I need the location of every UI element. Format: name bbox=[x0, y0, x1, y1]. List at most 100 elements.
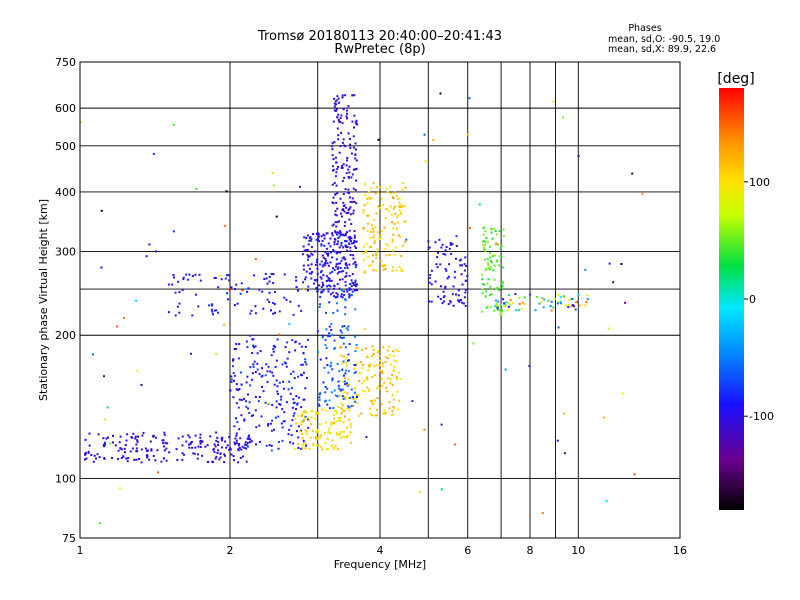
data-point bbox=[327, 242, 330, 245]
data-point bbox=[199, 446, 202, 448]
data-point bbox=[499, 313, 502, 316]
data-point bbox=[341, 122, 344, 125]
data-point bbox=[347, 353, 350, 356]
data-point bbox=[369, 245, 372, 248]
data-point bbox=[310, 263, 313, 266]
data-point bbox=[391, 384, 394, 387]
data-point bbox=[269, 422, 272, 425]
data-point bbox=[429, 274, 432, 277]
data-point bbox=[354, 364, 357, 366]
data-point bbox=[338, 151, 341, 154]
data-point bbox=[174, 314, 177, 317]
data-point bbox=[300, 412, 303, 415]
data-point bbox=[386, 357, 389, 359]
data-point bbox=[457, 289, 460, 292]
data-point bbox=[553, 297, 556, 300]
data-point bbox=[347, 405, 350, 408]
data-point bbox=[283, 296, 286, 299]
data-point bbox=[455, 293, 457, 296]
data-point bbox=[209, 435, 212, 438]
data-point bbox=[272, 312, 275, 315]
data-point bbox=[157, 471, 160, 474]
data-point bbox=[380, 197, 383, 200]
phase-legend: Phases mean, sd,O: -90.5, 19.0 mean, sd,… bbox=[608, 23, 720, 55]
data-point bbox=[268, 280, 271, 283]
data-point bbox=[237, 406, 240, 409]
data-point bbox=[152, 153, 155, 155]
data-point bbox=[439, 263, 442, 266]
data-point bbox=[375, 212, 378, 215]
data-point bbox=[487, 264, 490, 267]
data-point bbox=[364, 328, 367, 331]
data-point bbox=[460, 264, 463, 267]
data-point bbox=[328, 278, 331, 281]
data-point bbox=[509, 299, 512, 302]
data-point bbox=[93, 454, 96, 457]
data-point bbox=[251, 352, 254, 354]
data-point bbox=[394, 253, 397, 256]
data-point bbox=[354, 261, 357, 264]
data-point bbox=[312, 233, 315, 235]
data-point bbox=[344, 94, 347, 97]
data-point bbox=[331, 183, 334, 186]
data-point bbox=[333, 295, 336, 298]
data-point bbox=[315, 261, 318, 264]
data-point bbox=[576, 300, 579, 303]
data-point bbox=[331, 165, 334, 168]
data-point bbox=[335, 161, 338, 164]
data-point bbox=[575, 301, 577, 304]
data-point bbox=[243, 418, 246, 421]
data-point bbox=[336, 395, 339, 398]
data-point bbox=[301, 421, 304, 424]
data-point bbox=[285, 365, 288, 368]
data-point bbox=[162, 439, 165, 442]
data-point bbox=[340, 354, 343, 357]
data-point bbox=[284, 346, 287, 349]
data-point bbox=[337, 240, 339, 243]
data-point bbox=[388, 401, 391, 404]
data-point bbox=[362, 209, 365, 212]
data-point bbox=[301, 432, 304, 435]
data-point bbox=[296, 403, 298, 406]
data-point bbox=[328, 279, 331, 282]
data-point bbox=[339, 389, 342, 392]
data-point bbox=[324, 386, 327, 388]
data-point bbox=[432, 139, 435, 141]
data-point bbox=[324, 257, 327, 260]
data-point bbox=[344, 188, 347, 191]
data-point bbox=[283, 411, 286, 414]
data-point bbox=[251, 338, 254, 341]
data-point bbox=[211, 303, 214, 306]
data-point bbox=[250, 440, 253, 443]
data-point bbox=[377, 205, 380, 208]
data-point bbox=[499, 286, 502, 289]
data-point bbox=[350, 279, 353, 282]
data-point bbox=[328, 399, 331, 402]
data-point bbox=[334, 238, 337, 241]
data-point bbox=[328, 332, 331, 335]
data-point bbox=[399, 235, 402, 238]
data-point bbox=[340, 242, 343, 244]
data-point bbox=[379, 260, 382, 263]
data-point bbox=[275, 379, 278, 382]
data-point bbox=[340, 430, 343, 433]
data-point bbox=[276, 385, 279, 388]
data-point bbox=[563, 412, 566, 415]
data-point bbox=[225, 446, 228, 449]
data-point bbox=[346, 117, 349, 120]
data-point bbox=[358, 380, 361, 382]
data-point bbox=[119, 487, 121, 490]
data-point bbox=[342, 208, 345, 211]
data-point bbox=[212, 313, 214, 316]
data-point bbox=[228, 288, 231, 291]
data-point bbox=[353, 372, 356, 374]
data-point bbox=[258, 288, 261, 291]
data-point bbox=[325, 247, 328, 250]
data-point bbox=[244, 443, 246, 446]
data-point bbox=[343, 294, 346, 296]
data-point bbox=[256, 362, 259, 365]
data-point bbox=[347, 208, 350, 211]
data-point bbox=[383, 226, 386, 229]
data-point bbox=[321, 408, 324, 411]
data-point bbox=[395, 194, 398, 197]
